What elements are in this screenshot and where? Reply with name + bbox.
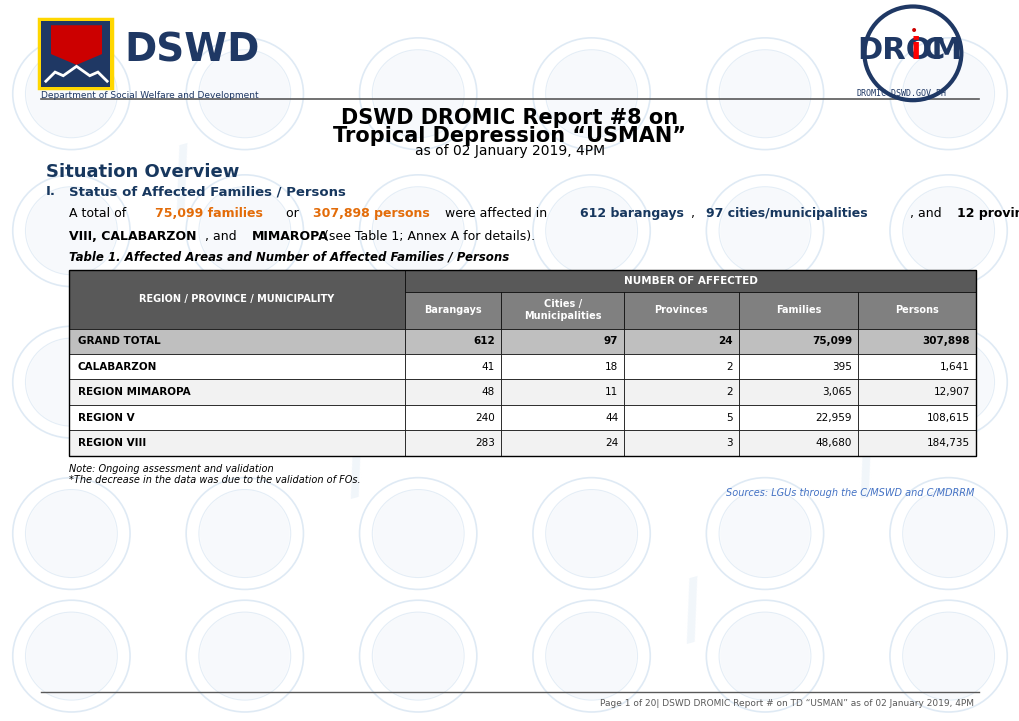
Text: Cities /
Municipalities: Cities / Municipalities <box>524 299 601 321</box>
Text: 184,735: 184,735 <box>926 438 969 448</box>
Text: 97 cities/municipalities: 97 cities/municipalities <box>705 207 867 220</box>
Text: DSWD: DSWD <box>124 32 260 69</box>
Text: (see Table 1; Annex A for details).: (see Table 1; Annex A for details). <box>320 230 534 243</box>
Text: NUMBER OF AFFECTED: NUMBER OF AFFECTED <box>623 275 757 286</box>
Text: 240: 240 <box>475 412 494 423</box>
Text: REGION VIII: REGION VIII <box>77 438 146 448</box>
Text: DSWD DROMIC Report #8 on: DSWD DROMIC Report #8 on <box>341 108 678 128</box>
Text: /: / <box>843 429 890 508</box>
Text: 24: 24 <box>717 337 732 347</box>
Text: 283: 283 <box>475 438 494 448</box>
Text: Persons: Persons <box>895 305 938 315</box>
Text: , and: , and <box>205 230 240 243</box>
Text: REGION V: REGION V <box>77 412 135 423</box>
Text: •: • <box>909 24 917 38</box>
Text: 612 barangays: 612 barangays <box>580 207 684 220</box>
Text: VIII, CALABARZON: VIII, CALABARZON <box>69 230 197 243</box>
Text: 5: 5 <box>726 412 732 423</box>
Text: Families: Families <box>775 305 820 315</box>
Text: 41: 41 <box>481 362 494 372</box>
Text: 24: 24 <box>604 438 618 448</box>
Text: 612: 612 <box>473 337 494 347</box>
Text: GRAND TOTAL: GRAND TOTAL <box>77 337 160 347</box>
Text: 75,099 families: 75,099 families <box>155 207 262 220</box>
Text: Tropical Depression “USMAN”: Tropical Depression “USMAN” <box>333 125 686 146</box>
Text: 3,065: 3,065 <box>821 387 851 397</box>
Text: /: / <box>333 429 380 508</box>
Text: I.: I. <box>46 185 56 198</box>
Text: /: / <box>506 285 553 364</box>
Text: 75,099: 75,099 <box>811 337 851 347</box>
Text: C: C <box>921 36 944 65</box>
Text: 2: 2 <box>726 387 732 397</box>
Text: DROM: DROM <box>856 36 961 65</box>
Text: 307,898 persons: 307,898 persons <box>313 207 429 220</box>
Text: 1,641: 1,641 <box>940 362 969 372</box>
Text: A total of: A total of <box>69 207 130 220</box>
Text: /: / <box>160 141 207 220</box>
Text: ,: , <box>690 207 698 220</box>
Text: 108,615: 108,615 <box>926 412 969 423</box>
Text: Barangays: Barangays <box>424 305 481 315</box>
Text: 3: 3 <box>726 438 732 448</box>
Text: Note: Ongoing assessment and validation: Note: Ongoing assessment and validation <box>69 464 274 474</box>
Text: 307,898: 307,898 <box>921 337 969 347</box>
Text: 18: 18 <box>604 362 618 372</box>
Text: 395: 395 <box>832 362 851 372</box>
Text: 11: 11 <box>604 387 618 397</box>
Text: , and: , and <box>909 207 945 220</box>
Text: 22,959: 22,959 <box>815 412 851 423</box>
Text: Table 1. Affected Areas and Number of Affected Families / Persons: Table 1. Affected Areas and Number of Af… <box>69 251 510 264</box>
Text: Status of Affected Families / Persons: Status of Affected Families / Persons <box>69 185 345 198</box>
Text: REGION MIMAROPA: REGION MIMAROPA <box>77 387 190 397</box>
Text: 2: 2 <box>726 362 732 372</box>
Text: i: i <box>910 36 920 65</box>
Text: CALABARZON: CALABARZON <box>77 362 157 372</box>
Text: Department of Social Welfare and Development: Department of Social Welfare and Develop… <box>41 91 258 99</box>
Text: MIMAROPA: MIMAROPA <box>252 230 328 243</box>
Text: REGION / PROVINCE / MUNICIPALITY: REGION / PROVINCE / MUNICIPALITY <box>140 294 334 304</box>
Text: Page 1 of 20| DSWD DROMIC Report # on TD “USMAN” as of 02 January 2019, 4PM: Page 1 of 20| DSWD DROMIC Report # on TD… <box>599 699 973 708</box>
Text: *The decrease in the data was due to the validation of FOs.: *The decrease in the data was due to the… <box>69 475 361 485</box>
Text: 48,680: 48,680 <box>815 438 851 448</box>
Text: Situation Overview: Situation Overview <box>46 163 239 180</box>
Text: 97: 97 <box>603 337 618 347</box>
Text: were affected in: were affected in <box>440 207 550 220</box>
Text: 12 provinces: 12 provinces <box>956 207 1019 220</box>
Text: Provinces: Provinces <box>654 305 707 315</box>
Text: 48: 48 <box>481 387 494 397</box>
Text: as of 02 January 2019, 4PM: as of 02 January 2019, 4PM <box>415 144 604 159</box>
Text: Sources: LGUs through the C/MSWD and C/MDRRM: Sources: LGUs through the C/MSWD and C/M… <box>725 488 973 498</box>
Text: or: or <box>282 207 303 220</box>
Text: 44: 44 <box>604 412 618 423</box>
Text: DROMIC.DSWD.GOV.PH: DROMIC.DSWD.GOV.PH <box>856 89 946 97</box>
Text: 12,907: 12,907 <box>932 387 969 397</box>
Text: /: / <box>669 573 716 653</box>
